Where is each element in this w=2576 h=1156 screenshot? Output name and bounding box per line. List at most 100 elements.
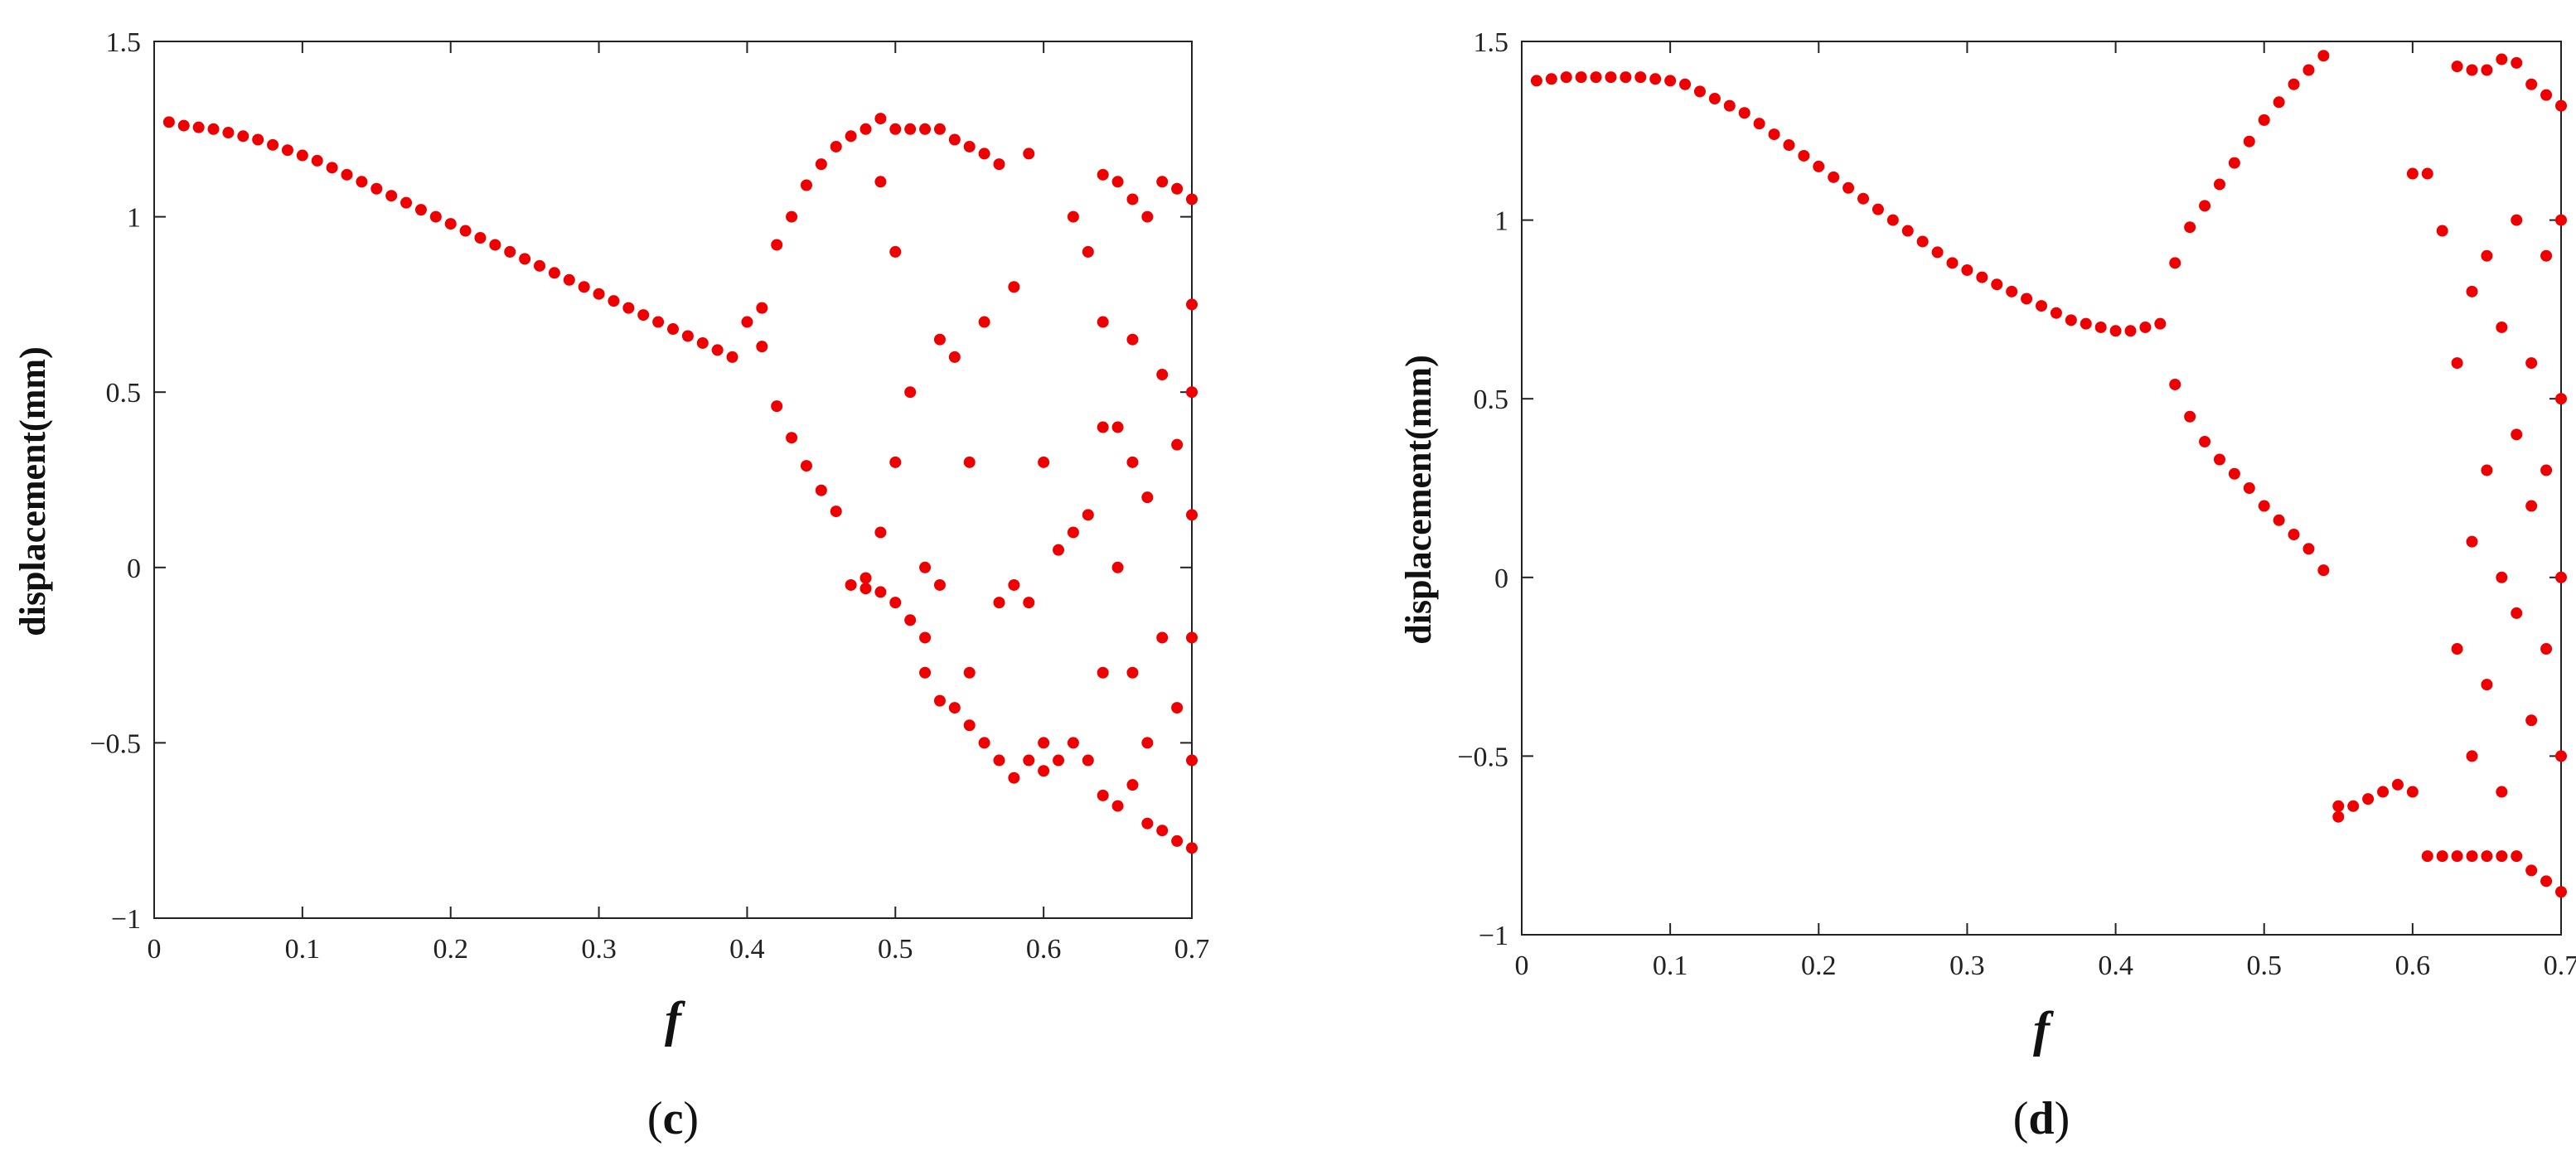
data-point <box>1082 245 1094 258</box>
y-tick-label: −1 <box>1479 921 1508 951</box>
data-point <box>786 210 798 223</box>
data-point <box>2094 321 2107 333</box>
data-point <box>1171 834 1184 847</box>
data-point <box>2302 543 2315 555</box>
data-point <box>1664 75 1677 87</box>
data-point <box>2496 786 2508 798</box>
y-tick-label: 1 <box>127 203 141 234</box>
data-point <box>2555 571 2567 583</box>
data-point <box>2540 875 2553 888</box>
data-point <box>1813 160 1825 172</box>
data-point <box>800 179 812 191</box>
data-point <box>192 121 205 133</box>
data-point <box>652 316 665 328</box>
x-tick-label: 0 <box>1515 950 1529 981</box>
data-point <box>2511 428 2523 441</box>
panel-c: 0 0.1 0.2 0.3 0.4 0.5 0.6 0.7 −1 −0.5 0 0.5 1 1.5 disp… <box>12 27 1209 1144</box>
y-tick-label: 1.5 <box>106 27 142 58</box>
data-point <box>2555 886 2567 898</box>
data-point <box>1023 754 1035 767</box>
data-point <box>889 245 902 258</box>
data-point <box>608 295 620 307</box>
y-tick-label: −0.5 <box>90 728 141 759</box>
data-point <box>2199 435 2211 447</box>
scatter-points <box>1530 50 2567 898</box>
data-point <box>1053 544 1065 556</box>
data-point <box>2555 99 2567 112</box>
data-point <box>948 133 961 146</box>
data-point <box>933 578 946 591</box>
data-point <box>1961 264 1973 276</box>
plot-frame <box>153 41 1193 919</box>
data-point <box>1976 271 1988 283</box>
data-point <box>1545 73 1557 85</box>
data-point <box>874 113 887 125</box>
data-point <box>2466 64 2478 76</box>
x-tick-label: 0.7 <box>2544 950 2576 981</box>
data-point <box>578 281 590 293</box>
data-point <box>2124 325 2137 337</box>
data-point <box>2511 850 2523 863</box>
data-point <box>489 239 501 251</box>
data-point <box>696 336 709 349</box>
data-point <box>311 154 323 167</box>
data-point <box>2332 810 2345 823</box>
data-point <box>1171 702 1184 714</box>
data-point <box>771 239 783 251</box>
data-point <box>800 460 812 472</box>
data-point <box>904 386 917 399</box>
y-tick-label: −1 <box>111 904 141 935</box>
data-point <box>1842 181 1855 194</box>
data-point <box>1053 754 1065 767</box>
data-point <box>1097 421 1109 433</box>
data-point <box>978 737 990 749</box>
data-point <box>1783 139 1795 152</box>
x-tick-label: 0.5 <box>878 934 913 965</box>
data-point <box>1186 754 1198 767</box>
data-point <box>919 123 932 135</box>
data-point <box>1871 203 1884 215</box>
data-point <box>963 456 976 468</box>
data-point <box>2199 200 2211 212</box>
data-point <box>845 130 857 143</box>
data-point <box>2540 464 2553 476</box>
data-point <box>563 273 575 286</box>
data-point <box>2317 50 2330 62</box>
panel-d: 0 0.1 0.2 0.3 0.4 0.5 0.6 0.7 −1 −0.5 0 0.5 1 1.5 disp… <box>1398 27 2576 1144</box>
data-point <box>1530 75 1542 87</box>
data-point <box>1141 210 1154 223</box>
data-point <box>1111 561 1124 573</box>
data-point <box>2466 535 2478 548</box>
data-point <box>904 614 917 626</box>
data-point <box>1649 73 1662 85</box>
data-point <box>1186 842 1198 854</box>
data-point <box>1111 176 1124 188</box>
x-tick-label: 0.6 <box>2395 950 2431 981</box>
data-point <box>1141 817 1154 830</box>
data-point <box>2406 786 2419 798</box>
data-point <box>1901 225 1914 237</box>
y-axis-label: displacement(mm) <box>12 346 53 636</box>
data-point <box>993 754 1005 767</box>
data-point <box>252 133 264 146</box>
data-point <box>1008 771 1020 784</box>
data-point <box>2006 285 2018 297</box>
y-tick-label: 0 <box>1494 563 1508 594</box>
data-point <box>2109 325 2122 337</box>
data-point <box>1605 71 1617 84</box>
data-point <box>948 702 961 714</box>
data-point <box>1723 99 1736 112</box>
data-point <box>756 341 768 353</box>
data-point <box>1008 281 1020 293</box>
scatter-points <box>162 113 1198 854</box>
data-point <box>933 333 946 346</box>
data-point <box>1038 765 1050 777</box>
data-point <box>2258 500 2270 512</box>
data-point <box>2139 321 2152 333</box>
data-point <box>963 719 976 732</box>
y-tick-label: −0.5 <box>1457 742 1508 772</box>
x-tick-label: 0.5 <box>2246 950 2282 981</box>
data-point <box>1575 71 1587 84</box>
data-point <box>1097 666 1109 679</box>
data-point <box>1156 825 1169 837</box>
